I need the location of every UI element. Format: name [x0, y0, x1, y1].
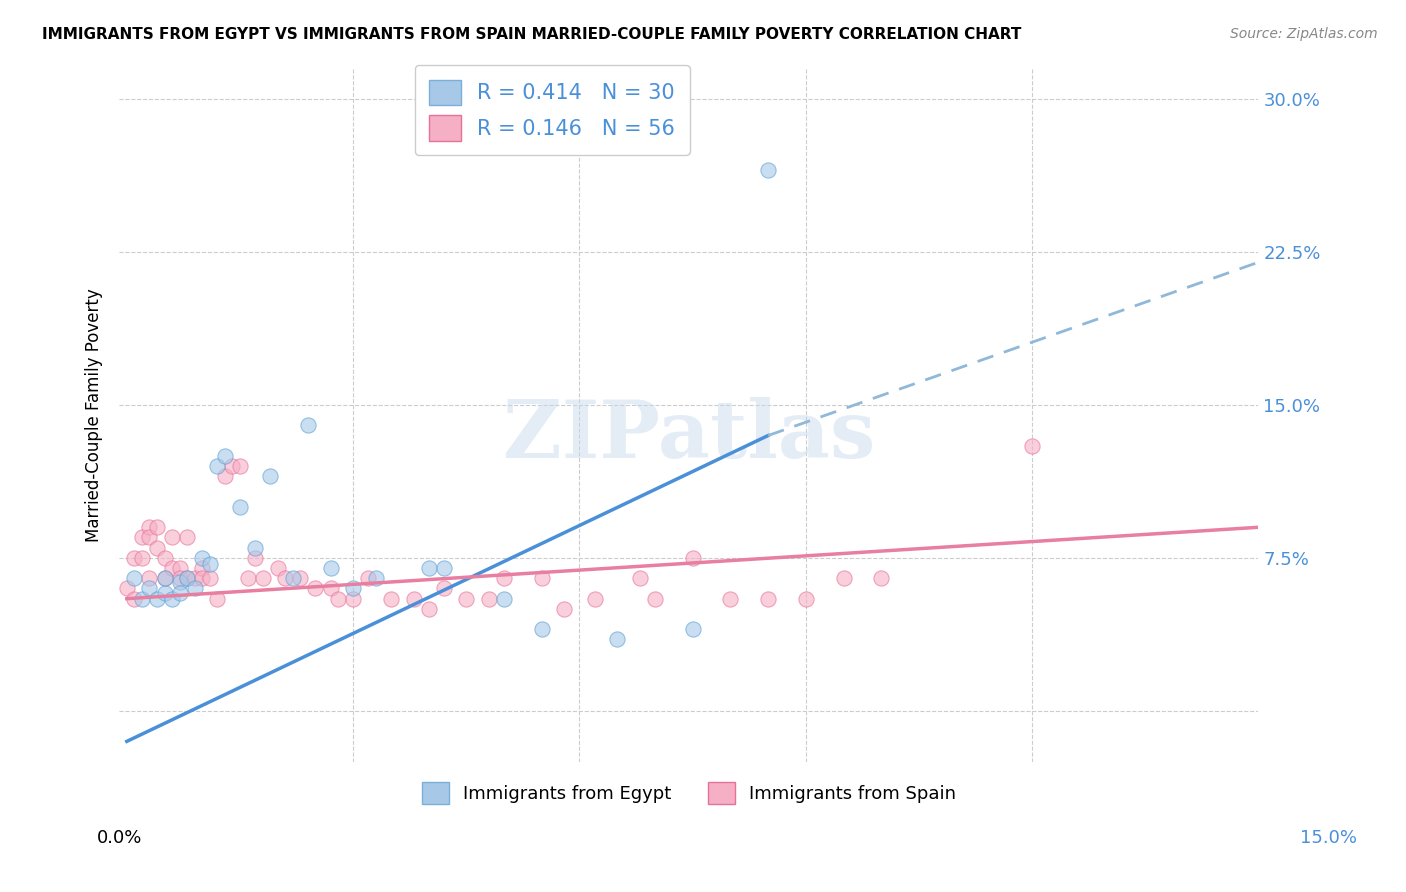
Point: [124, 571, 146, 585]
Point: [153, 550, 176, 565]
Point: [138, 571, 160, 585]
Point: [131, 550, 153, 565]
Point: [418, 561, 440, 575]
Point: [402, 591, 425, 606]
Point: [794, 591, 817, 606]
Text: 15.0%: 15.0%: [1301, 829, 1357, 847]
Point: [718, 591, 741, 606]
Point: [153, 571, 176, 585]
Point: [319, 561, 342, 575]
Point: [682, 622, 704, 636]
Point: [870, 571, 893, 585]
Point: [221, 459, 243, 474]
Text: Source: ZipAtlas.com: Source: ZipAtlas.com: [1230, 27, 1378, 41]
Point: [252, 571, 274, 585]
Point: [433, 561, 456, 575]
Point: [214, 449, 236, 463]
Point: [492, 571, 515, 585]
Point: [281, 571, 304, 585]
Point: [380, 591, 402, 606]
Point: [146, 591, 169, 606]
Point: [183, 571, 205, 585]
Point: [169, 571, 191, 585]
Point: [214, 469, 236, 483]
Point: [628, 571, 651, 585]
Point: [207, 591, 229, 606]
Point: [243, 550, 266, 565]
Point: [198, 571, 221, 585]
Point: [198, 557, 221, 571]
Text: ZIPatlas: ZIPatlas: [503, 397, 875, 475]
Legend: Immigrants from Egypt, Immigrants from Spain: Immigrants from Egypt, Immigrants from S…: [411, 772, 967, 815]
Point: [433, 582, 456, 596]
Point: [274, 571, 297, 585]
Point: [160, 531, 183, 545]
Point: [160, 591, 183, 606]
Point: [553, 602, 575, 616]
Text: 0.0%: 0.0%: [97, 829, 142, 847]
Point: [326, 591, 349, 606]
Point: [160, 561, 183, 575]
Point: [176, 571, 198, 585]
Point: [756, 163, 779, 178]
Point: [832, 571, 855, 585]
Point: [756, 591, 779, 606]
Point: [259, 469, 281, 483]
Point: [229, 500, 252, 514]
Point: [207, 459, 229, 474]
Point: [153, 571, 176, 585]
Point: [342, 582, 364, 596]
Point: [115, 582, 138, 596]
Point: [124, 591, 146, 606]
Point: [183, 582, 205, 596]
Point: [319, 582, 342, 596]
Point: [418, 602, 440, 616]
Point: [267, 561, 290, 575]
Point: [364, 571, 387, 585]
Point: [176, 531, 198, 545]
Point: [124, 550, 146, 565]
Point: [1021, 439, 1043, 453]
Point: [297, 418, 319, 433]
Y-axis label: Married-Couple Family Poverty: Married-Couple Family Poverty: [86, 288, 103, 542]
Point: [456, 591, 478, 606]
Point: [138, 520, 160, 534]
Point: [131, 591, 153, 606]
Point: [236, 571, 259, 585]
Point: [138, 531, 160, 545]
Point: [169, 585, 191, 599]
Point: [229, 459, 252, 474]
Point: [131, 531, 153, 545]
Point: [146, 520, 169, 534]
Point: [583, 591, 606, 606]
Point: [342, 591, 364, 606]
Point: [478, 591, 501, 606]
Point: [530, 622, 553, 636]
Point: [357, 571, 380, 585]
Point: [682, 550, 704, 565]
Point: [290, 571, 312, 585]
Point: [530, 571, 553, 585]
Point: [644, 591, 666, 606]
Point: [138, 582, 160, 596]
Point: [492, 591, 515, 606]
Point: [243, 541, 266, 555]
Point: [191, 561, 214, 575]
Point: [304, 582, 326, 596]
Point: [191, 571, 214, 585]
Point: [606, 632, 628, 647]
Point: [176, 571, 198, 585]
Point: [153, 585, 176, 599]
Text: IMMIGRANTS FROM EGYPT VS IMMIGRANTS FROM SPAIN MARRIED-COUPLE FAMILY POVERTY COR: IMMIGRANTS FROM EGYPT VS IMMIGRANTS FROM…: [42, 27, 1022, 42]
Point: [191, 550, 214, 565]
Point: [146, 541, 169, 555]
Point: [169, 575, 191, 590]
Point: [169, 561, 191, 575]
